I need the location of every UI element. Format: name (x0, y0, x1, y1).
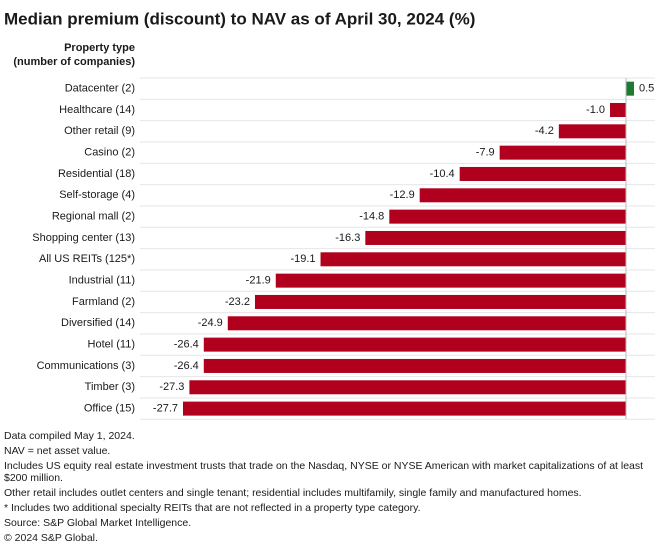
category-label: Residential (18) (58, 168, 135, 180)
category-label: Timber (3) (85, 381, 135, 393)
bar (626, 81, 634, 96)
bar (365, 230, 626, 245)
category-label: Communications (3) (37, 360, 135, 372)
category-label: Shopping center (13) (32, 232, 135, 244)
bar (183, 401, 626, 416)
value-label: -23.2 (225, 296, 250, 308)
bar (203, 358, 626, 373)
value-label: -26.4 (174, 360, 199, 372)
category-label: Diversified (14) (61, 317, 135, 329)
footnote: Data compiled May 1, 2024. (4, 430, 135, 442)
axis-title: Property type (64, 42, 135, 54)
bar (227, 316, 626, 331)
notes: Data compiled May 1, 2024. NAV = net asse… (4, 430, 652, 547)
bar (499, 145, 626, 160)
bar (320, 252, 626, 267)
category-label: Office (15) (84, 403, 135, 415)
value-label: -4.2 (535, 125, 554, 137)
bar (558, 124, 626, 139)
category-label: Healthcare (14) (59, 104, 135, 116)
chart-title: Median premium (discount) to NAV as of A… (4, 9, 475, 28)
bar (275, 273, 626, 288)
axis-title: (number of companies) (13, 56, 135, 68)
bar (254, 294, 626, 309)
value-label: -24.9 (198, 317, 223, 329)
value-label: -27.3 (159, 381, 184, 393)
category-label: All US REITs (125*) (39, 253, 135, 265)
footnote: NAV = net asset value. (4, 445, 111, 457)
value-label: -1.0 (586, 104, 605, 116)
value-label: 0.5 (639, 83, 654, 95)
category-label: Industrial (11) (69, 275, 135, 287)
category-label: Regional mall (2) (52, 211, 135, 223)
footnote: © 2024 S&P Global. (4, 532, 98, 544)
value-label: -21.9 (246, 275, 271, 287)
bar (389, 209, 626, 224)
bar (419, 188, 626, 203)
footnote: Source: S&P Global Market Intelligence. (4, 517, 192, 529)
category-label: Farmland (2) (72, 296, 135, 308)
value-label: -10.4 (430, 168, 455, 180)
value-label: -26.4 (174, 339, 199, 351)
bar (189, 380, 627, 395)
value-label: -7.9 (476, 147, 495, 159)
value-label: -14.8 (359, 211, 384, 223)
category-label: Casino (2) (84, 147, 135, 159)
footnote: Includes US equity real estate investmen… (4, 460, 644, 484)
category-label: Hotel (11) (88, 339, 135, 351)
category-label: Other retail (9) (64, 125, 135, 137)
chart: Median premium (discount) to NAV as of A… (4, 9, 655, 420)
value-label: -12.9 (390, 189, 415, 201)
footnote: Other retail includes outlet centers and… (4, 487, 582, 499)
value-label: -16.3 (335, 232, 360, 244)
bar (610, 102, 626, 117)
category-label: Self-storage (4) (59, 189, 135, 201)
footnote: * Includes two additional specialty REIT… (4, 502, 421, 514)
category-label: Datacenter (2) (65, 83, 135, 95)
value-label: -19.1 (290, 253, 315, 265)
bar (203, 337, 626, 352)
bar (459, 166, 626, 181)
value-label: -27.7 (153, 403, 178, 415)
